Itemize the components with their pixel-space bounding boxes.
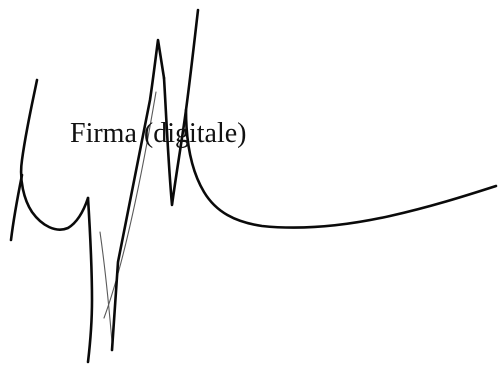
signature-stroke-faint-left bbox=[99, 231, 113, 343]
signature-stroke-left-loop bbox=[19, 78, 90, 231]
signature-stroke-tail bbox=[184, 108, 498, 229]
signature-stroke-upstroke bbox=[110, 38, 166, 352]
signature-stroke-middle-peak bbox=[162, 8, 200, 207]
signature-caption: Firma (digitale) bbox=[70, 118, 247, 149]
signature-stroke-faint-cross bbox=[103, 91, 157, 319]
signature-stroke-left-tail bbox=[9, 173, 24, 242]
signature-stroke-descender bbox=[86, 196, 94, 364]
